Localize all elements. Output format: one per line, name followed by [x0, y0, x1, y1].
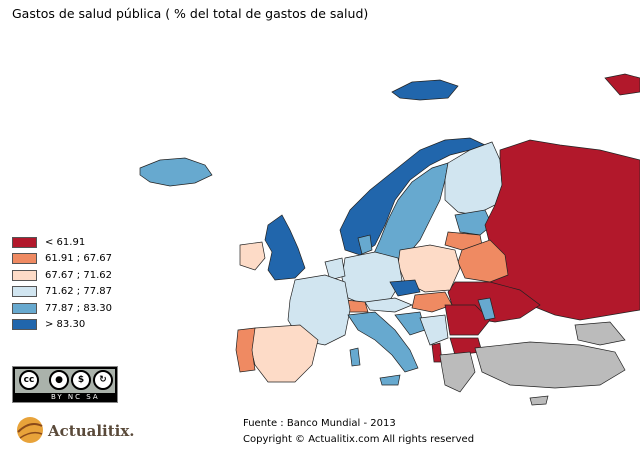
country-hungary[interactable]: [411, 291, 453, 313]
legend-label: < 61.91: [45, 236, 86, 248]
license-tags: BY NC SA: [51, 393, 100, 401]
legend-swatch: [12, 253, 37, 265]
by-icon: ●: [49, 370, 69, 390]
country-greece[interactable]: [439, 351, 476, 393]
country-ireland[interactable]: [239, 241, 266, 271]
globe-icon: [17, 417, 43, 443]
legend-label: 67.67 ; 71.62: [45, 269, 112, 281]
legend-swatch: [12, 236, 37, 248]
legend-swatch: [12, 302, 37, 314]
legend-item: 71.62 ; 77.87: [12, 284, 112, 301]
legend-item: 61.91 ; 67.67: [12, 251, 112, 268]
country-georgia[interactable]: [574, 321, 626, 346]
country-serbia[interactable]: [419, 314, 449, 346]
legend-item: 77.87 ; 83.30: [12, 300, 112, 317]
country-turkey[interactable]: [474, 341, 626, 389]
source-text: Fuente : Banco Mundial - 2013: [243, 418, 396, 429]
cc-license-badge[interactable]: cc ● $ ↻ BY NC SA: [12, 366, 118, 403]
logo-text: Actualitix.: [48, 422, 135, 440]
legend-swatch: [12, 319, 37, 331]
country-portugal[interactable]: [235, 327, 256, 373]
map-title: Gastos de salud pública ( % del total de…: [12, 6, 369, 21]
country-svalbard[interactable]: [391, 79, 459, 101]
nc-icon: $: [71, 370, 91, 390]
country-czech[interactable]: [389, 279, 421, 297]
country-moldova[interactable]: [477, 297, 496, 321]
legend-label: > 83.30: [45, 319, 86, 331]
country-romania[interactable]: [444, 304, 491, 336]
sa-icon: ↻: [93, 370, 113, 390]
country-denmark[interactable]: [357, 234, 373, 255]
copyright-text: Copyright © Actualitix.com All rights re…: [243, 434, 475, 445]
country-iceland[interactable]: [139, 157, 213, 187]
legend-item: 67.67 ; 71.62: [12, 267, 112, 284]
legend-swatch: [12, 286, 37, 298]
country-sardinia[interactable]: [349, 347, 361, 367]
country-croatia[interactable]: [394, 311, 426, 336]
country-italy[interactable]: [347, 311, 419, 373]
country-austria[interactable]: [364, 297, 413, 313]
map-legend: < 61.91 61.91 ; 67.67 67.67 ; 71.62 71.62 ;…: [12, 234, 112, 333]
country-spain[interactable]: [249, 324, 319, 383]
legend-label: 61.91 ; 67.67: [45, 253, 112, 265]
country-united-kingdom[interactable]: [264, 214, 306, 281]
country-sicily[interactable]: [379, 374, 401, 386]
country-russia-islands[interactable]: [604, 73, 640, 96]
cc-icon: cc: [19, 370, 39, 390]
country-germany[interactable]: [341, 251, 403, 306]
actualitix-logo[interactable]: Actualitix.: [12, 412, 152, 448]
legend-label: 77.87 ; 83.30: [45, 302, 112, 314]
legend-swatch: [12, 269, 37, 281]
legend-item: < 61.91: [12, 234, 112, 251]
legend-item: > 83.30: [12, 317, 112, 334]
country-cyprus[interactable]: [529, 395, 549, 406]
legend-label: 71.62 ; 77.87: [45, 286, 112, 298]
country-netherlands[interactable]: [324, 257, 346, 281]
